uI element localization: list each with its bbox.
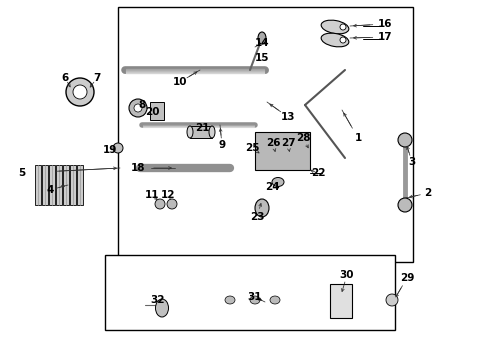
Text: 19: 19 (103, 145, 117, 155)
Ellipse shape (272, 177, 284, 186)
Text: 23: 23 (250, 212, 264, 222)
Ellipse shape (398, 133, 412, 147)
Bar (190, 126, 212, 138)
Ellipse shape (225, 296, 235, 304)
Ellipse shape (187, 126, 193, 138)
Ellipse shape (340, 24, 346, 30)
Text: 1: 1 (354, 133, 362, 143)
Text: 15: 15 (255, 53, 269, 63)
Text: 3: 3 (408, 157, 416, 167)
Text: 11: 11 (145, 190, 159, 200)
Text: 7: 7 (93, 73, 100, 83)
Text: 16: 16 (378, 19, 392, 29)
Bar (330, 284, 352, 318)
Text: 10: 10 (173, 77, 187, 87)
Ellipse shape (73, 85, 87, 99)
Bar (77, 165, 83, 205)
Text: 31: 31 (248, 292, 262, 302)
Text: 20: 20 (145, 107, 159, 117)
Ellipse shape (250, 296, 260, 304)
Ellipse shape (321, 33, 349, 47)
Text: 30: 30 (340, 270, 354, 280)
Bar (255, 132, 310, 170)
Text: 14: 14 (255, 38, 270, 48)
Text: 9: 9 (219, 140, 225, 150)
Bar (150, 102, 164, 120)
Ellipse shape (113, 143, 123, 153)
Text: 12: 12 (161, 190, 175, 200)
Text: 29: 29 (400, 273, 414, 283)
Ellipse shape (321, 20, 349, 34)
Bar (105, 255, 395, 330)
Text: 32: 32 (151, 295, 165, 305)
Text: 13: 13 (281, 112, 295, 122)
Text: 26: 26 (266, 138, 280, 148)
Bar (56, 165, 62, 205)
Ellipse shape (258, 32, 266, 44)
Text: 6: 6 (61, 73, 69, 83)
Text: 28: 28 (296, 133, 310, 143)
Bar (63, 165, 69, 205)
Text: 2: 2 (424, 188, 432, 198)
Bar (118, 7, 413, 262)
Bar (49, 165, 55, 205)
Ellipse shape (398, 198, 412, 212)
Ellipse shape (255, 199, 269, 217)
Ellipse shape (66, 78, 94, 106)
Text: 25: 25 (245, 143, 259, 153)
Ellipse shape (129, 99, 147, 117)
Ellipse shape (270, 296, 280, 304)
Ellipse shape (167, 199, 177, 209)
Ellipse shape (209, 126, 215, 138)
Ellipse shape (340, 37, 346, 43)
Ellipse shape (134, 104, 142, 112)
Text: 17: 17 (378, 32, 392, 42)
Text: 5: 5 (19, 168, 25, 178)
Ellipse shape (155, 199, 165, 209)
Text: 22: 22 (311, 168, 325, 178)
Text: 27: 27 (281, 138, 295, 148)
Text: 4: 4 (47, 185, 54, 195)
Bar (35, 165, 41, 205)
Text: 24: 24 (265, 182, 279, 192)
Text: 8: 8 (138, 100, 146, 110)
Text: 18: 18 (131, 163, 145, 173)
Text: 21: 21 (195, 123, 209, 133)
Circle shape (386, 294, 398, 306)
Bar (70, 165, 76, 205)
Ellipse shape (155, 299, 169, 317)
Bar (42, 165, 48, 205)
